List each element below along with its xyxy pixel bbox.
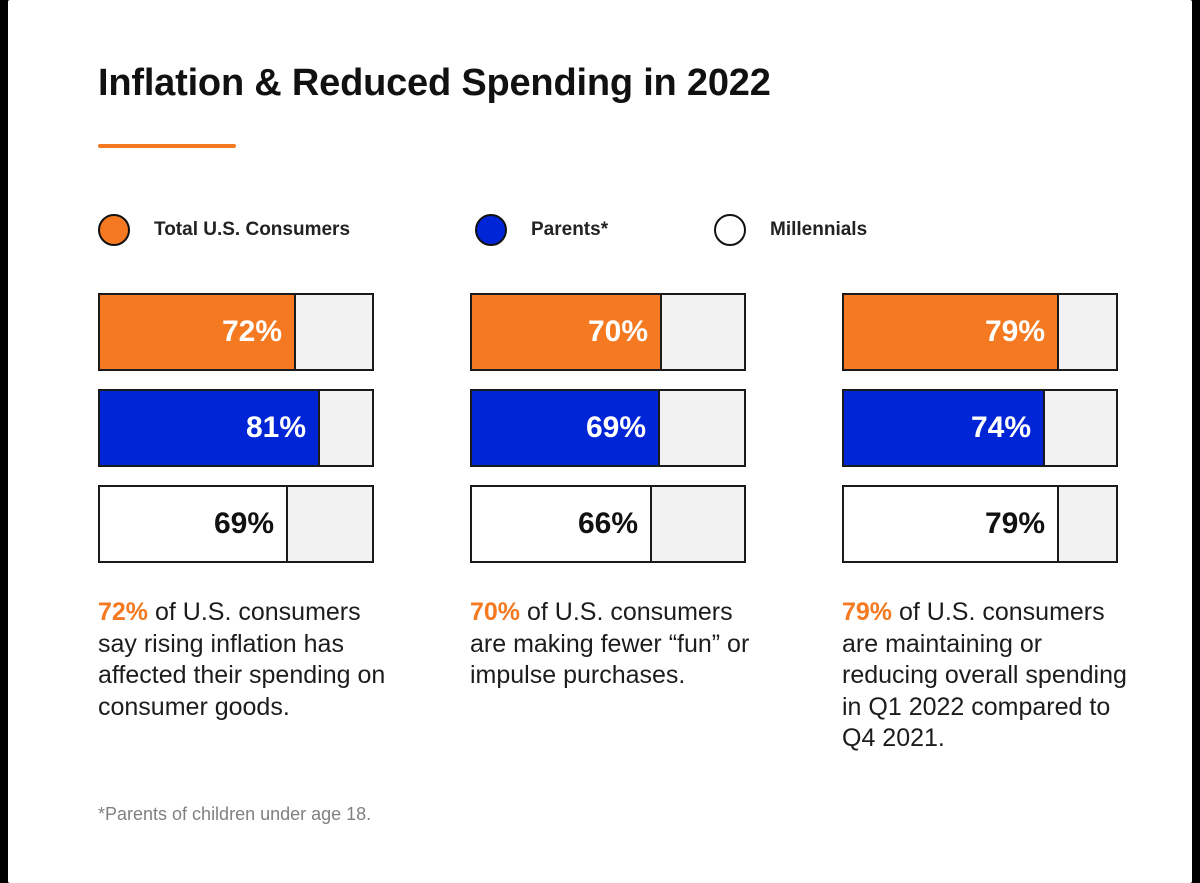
footnote: *Parents of children under age 18. <box>98 804 372 824</box>
bar-total: 70% <box>470 293 746 371</box>
bar-millennials: 66% <box>470 485 746 563</box>
bar-value-label: 74% <box>970 411 1031 444</box>
legend-millennials: Millennials <box>714 212 867 248</box>
description-highlight: 79% <box>842 598 893 626</box>
legend-label-total: Total U.S. Consumers <box>154 219 351 240</box>
description-highlight: 72% <box>98 598 149 626</box>
description-text: of U.S. consumers are maintaining or red… <box>842 598 1127 752</box>
bar-millennials: 69% <box>98 485 374 563</box>
bar-parents: 69% <box>470 389 746 467</box>
bar-value-label: 69% <box>585 411 646 444</box>
description-inflation-affected: 72% of U.S. consumers say rising inflati… <box>98 597 398 723</box>
legend-label-parents: Parents* <box>531 219 609 240</box>
legend-swatch-parents <box>475 214 507 246</box>
bar-fill-parents <box>472 391 660 465</box>
bar-value-label: 69% <box>213 507 274 540</box>
bar-parents: 74% <box>842 389 1118 467</box>
bar-total: 72% <box>98 293 374 371</box>
bar-fill-total <box>100 295 296 369</box>
description-text: of U.S. consumers are making fewer “fun”… <box>470 598 750 689</box>
description-highlight: 70% <box>470 598 521 626</box>
bar-parents: 81% <box>98 389 374 467</box>
bar-value-label: 72% <box>221 315 282 348</box>
legend-label-millennials: Millennials <box>770 219 868 240</box>
legend-total-consumers: Total U.S. Consumers <box>98 212 350 248</box>
bar-value-label: 81% <box>245 411 306 444</box>
infographic-card: Inflation & Reduced Spending in 2022 Tot… <box>8 0 1192 883</box>
title-underline <box>98 144 236 148</box>
legend-swatch-total <box>98 214 130 246</box>
bar-value-label: 70% <box>587 315 648 348</box>
bar-value-label: 66% <box>577 507 638 540</box>
bar-group-maintaining-spending: 79% 74% 79% <box>842 293 1118 581</box>
bar-group-fewer-fun-purchases: 70% 69% 66% <box>470 293 746 581</box>
bar-value-label: 79% <box>984 507 1045 540</box>
bar-fill-millennials <box>472 487 652 561</box>
bar-fill-parents <box>100 391 320 465</box>
bar-fill-parents <box>844 391 1045 465</box>
description-fewer-fun-purchases: 70% of U.S. consumers are making fewer “… <box>470 597 770 692</box>
bar-fill-total <box>472 295 662 369</box>
bar-fill-total <box>844 295 1059 369</box>
bar-fill-millennials <box>100 487 288 561</box>
bar-value-label: 79% <box>984 315 1045 348</box>
bar-fill-millennials <box>844 487 1059 561</box>
description-maintaining-spending: 79% of U.S. consumers are maintaining or… <box>842 597 1142 755</box>
chart-title: Inflation & Reduced Spending in 2022 <box>98 62 771 104</box>
bar-millennials: 79% <box>842 485 1118 563</box>
bar-group-inflation-affected: 72% 81% 69% <box>98 293 374 581</box>
bar-total: 79% <box>842 293 1118 371</box>
description-text: of U.S. consumers say rising inflation h… <box>98 598 386 721</box>
legend-parents: Parents* <box>475 212 608 248</box>
legend-swatch-millennials <box>714 214 746 246</box>
